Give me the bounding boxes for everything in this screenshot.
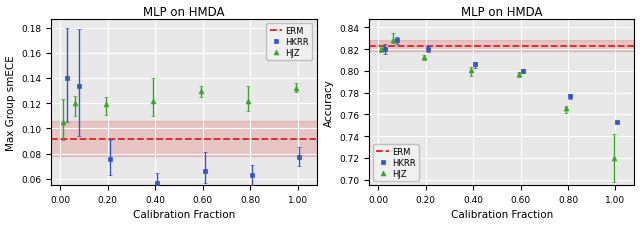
- Y-axis label: Max Group smECE: Max Group smECE: [6, 55, 15, 150]
- X-axis label: Calibration Fraction: Calibration Fraction: [451, 209, 553, 219]
- Y-axis label: Accuracy: Accuracy: [323, 79, 333, 126]
- Legend: ERM, HKRR, HJZ: ERM, HKRR, HJZ: [373, 144, 419, 181]
- Title: MLP on HMDA: MLP on HMDA: [143, 6, 225, 18]
- Bar: [369, 41, 634, 52]
- Title: MLP on HMDA: MLP on HMDA: [461, 6, 543, 18]
- Legend: ERM, HKRR, HJZ: ERM, HKRR, HJZ: [266, 24, 312, 61]
- Bar: [51, 121, 317, 156]
- X-axis label: Calibration Fraction: Calibration Fraction: [132, 209, 235, 219]
